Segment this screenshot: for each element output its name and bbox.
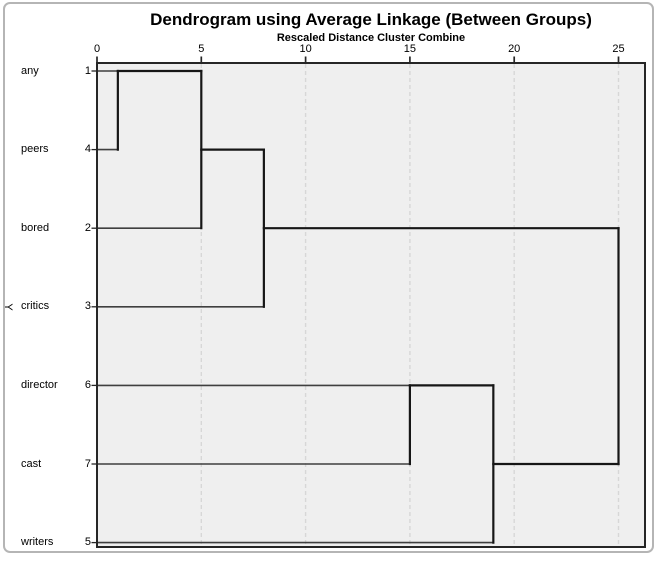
leaf-label: cast <box>21 457 42 470</box>
plot-frame <box>96 62 646 548</box>
case-number: 2 <box>84 221 91 234</box>
chart-subtitle: Rescaled Distance Cluster Combine <box>276 32 466 44</box>
leaf-label: any <box>21 64 39 77</box>
x-tick-label: 25 <box>612 43 625 55</box>
x-tick-label: 20 <box>508 43 521 55</box>
x-tick-label: 5 <box>198 43 205 55</box>
chart-title: Dendrogram using Average Linkage (Betwee… <box>150 10 592 29</box>
leaf-label: critics <box>21 300 50 313</box>
case-number: 4 <box>84 143 91 156</box>
leaf-label: director <box>21 378 58 391</box>
case-number: 6 <box>84 378 91 391</box>
case-number: 7 <box>84 457 91 470</box>
leaf-label: peers <box>21 143 49 156</box>
x-tick-label: 0 <box>93 43 101 55</box>
case-number: 3 <box>84 300 91 313</box>
y-axis-title: Y <box>2 303 14 311</box>
x-tick-label: 10 <box>299 43 312 55</box>
leaf-label: bored <box>21 221 50 234</box>
leaf-label: writers <box>21 536 54 549</box>
case-number: 1 <box>84 64 91 77</box>
case-number: 5 <box>84 536 91 549</box>
plot-area <box>97 63 645 547</box>
x-tick-label: 15 <box>403 43 417 55</box>
